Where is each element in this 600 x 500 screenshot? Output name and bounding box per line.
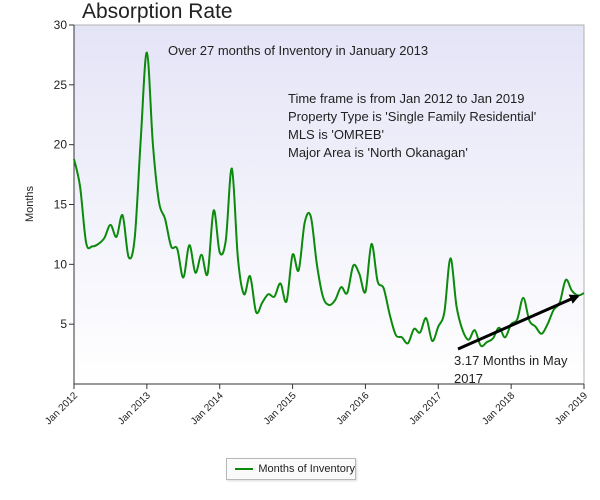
legend-swatch xyxy=(235,468,254,470)
x-tick-label: Jan 2018 xyxy=(480,390,517,427)
annotation-mls: MLS is 'OMREB' xyxy=(288,127,384,142)
annotation-major-area: Major Area is 'North Okanagan' xyxy=(288,145,468,160)
y-tick-label: 30 xyxy=(54,18,68,32)
legend-label: Months of Inventory xyxy=(258,463,355,475)
y-tick-label: 15 xyxy=(54,198,68,212)
x-tick-label: Jan 2012 xyxy=(43,390,80,427)
x-tick-label: Jan 2019 xyxy=(553,390,590,427)
annotation-time-frame: Time frame is from Jan 2012 to Jan 2019 xyxy=(288,91,525,106)
y-tick-label: 20 xyxy=(54,138,68,152)
annotation-property-type: Property Type is 'Single Family Resident… xyxy=(288,109,536,124)
y-tick-label: 5 xyxy=(60,317,67,331)
x-tick-label: Jan 2015 xyxy=(262,390,299,427)
chart-title: Absorption Rate xyxy=(82,0,233,23)
y-axis-ticks: 5 10 15 20 25 30 xyxy=(54,18,74,331)
x-tick-label: Jan 2017 xyxy=(408,390,445,427)
x-axis-ticks: Jan 2012 Jan 2013 Jan 2014 Jan 2015 Jan 2016… xyxy=(43,384,590,427)
x-tick-label: Jan 2014 xyxy=(189,390,226,427)
series-line-months-of-inventory xyxy=(73,51,585,348)
annotation-peak: Over 27 months of Inventory in January 2… xyxy=(168,43,428,58)
legend: Months of Inventory xyxy=(226,458,356,480)
y-axis-label: Months xyxy=(24,185,36,222)
plot-area xyxy=(73,24,585,385)
y-tick-label: 10 xyxy=(54,257,68,271)
x-tick-label: Jan 2016 xyxy=(335,390,372,427)
trend-arrow xyxy=(457,294,580,351)
annotation-low-line2: 2017 xyxy=(454,371,483,386)
x-tick-label: Jan 2013 xyxy=(116,390,153,427)
annotation-low-line1: 3.17 Months in May xyxy=(454,353,568,368)
y-tick-label: 25 xyxy=(54,78,68,92)
